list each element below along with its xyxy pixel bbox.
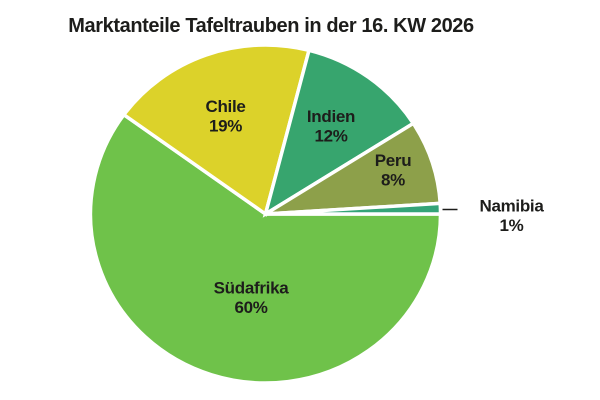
slice-label-chile: Chile 19% bbox=[205, 97, 245, 136]
slice-label-peru: Peru 8% bbox=[375, 151, 412, 190]
slice-label-sudafrika: Südafrika 60% bbox=[214, 279, 290, 318]
pie-slice-namibia bbox=[265, 201, 443, 216]
pie-slice-sudafrika bbox=[88, 112, 443, 385]
pie-slice-chile bbox=[121, 43, 312, 217]
slice-label-namibia: Namibia 1% bbox=[479, 197, 544, 236]
slice-label-indien: Indien 12% bbox=[307, 107, 355, 146]
chart-title: Marktanteile Tafeltrauben in der 16. KW … bbox=[68, 15, 474, 37]
pie-slice-indien bbox=[262, 48, 416, 218]
